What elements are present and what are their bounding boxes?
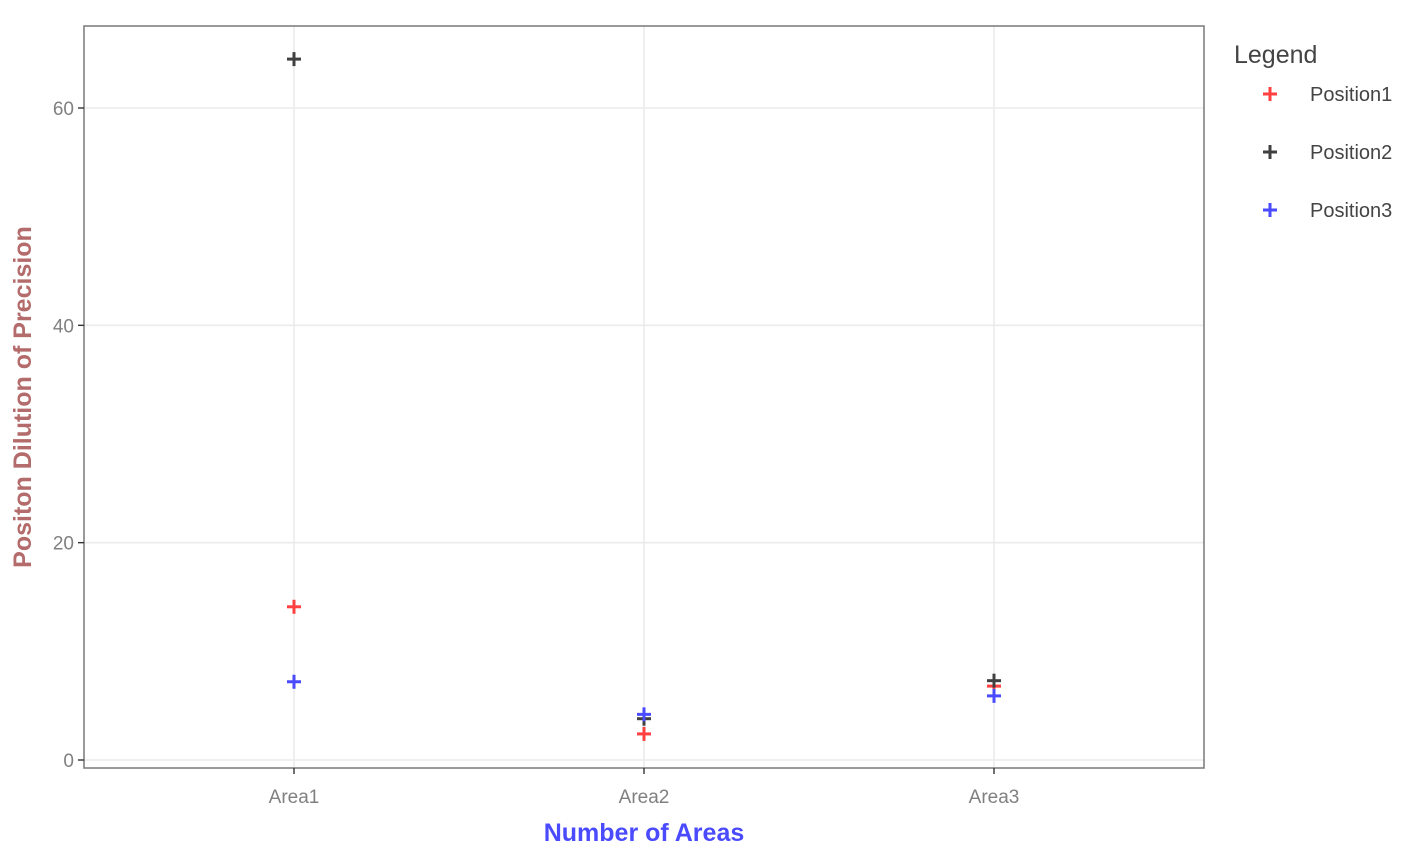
y-axis: 0 20 40 60 — [53, 99, 84, 772]
legend-item-position3: Position3 — [1263, 200, 1392, 222]
x-tick-label: Area2 — [619, 787, 670, 808]
data-point — [287, 674, 301, 689]
x-axis: Area1 Area2 Area3 — [269, 768, 1020, 808]
y-tick-label: 20 — [53, 534, 74, 555]
y-axis-title: Positon Dilution of Precision — [9, 226, 37, 568]
legend-key — [1263, 203, 1277, 217]
legend-label: Position1 — [1310, 84, 1392, 106]
data-point — [637, 707, 651, 722]
grid — [84, 26, 1204, 768]
legend-label: Position2 — [1310, 142, 1392, 164]
y-tick-label: 60 — [53, 99, 74, 120]
data-point — [987, 688, 1001, 703]
data-point — [987, 673, 1001, 688]
legend-key — [1263, 145, 1277, 159]
legend-label: Position3 — [1310, 200, 1392, 222]
x-axis-title: Number of Areas — [544, 819, 745, 847]
data-point — [287, 599, 301, 614]
data-point — [637, 726, 651, 741]
data-point — [287, 52, 301, 67]
y-tick-label: 40 — [53, 316, 74, 337]
legend-title: Legend — [1234, 41, 1317, 69]
legend: Legend Position1 Position2 Position3 — [1234, 41, 1392, 222]
x-tick-label: Area1 — [269, 787, 320, 808]
y-tick-label: 0 — [63, 751, 74, 772]
data-points — [287, 52, 1001, 741]
x-tick-label: Area3 — [969, 787, 1020, 808]
series-position3 — [287, 674, 1001, 722]
legend-item-position2: Position2 — [1263, 142, 1392, 164]
legend-item-position1: Position1 — [1263, 84, 1392, 106]
legend-key — [1263, 87, 1277, 101]
